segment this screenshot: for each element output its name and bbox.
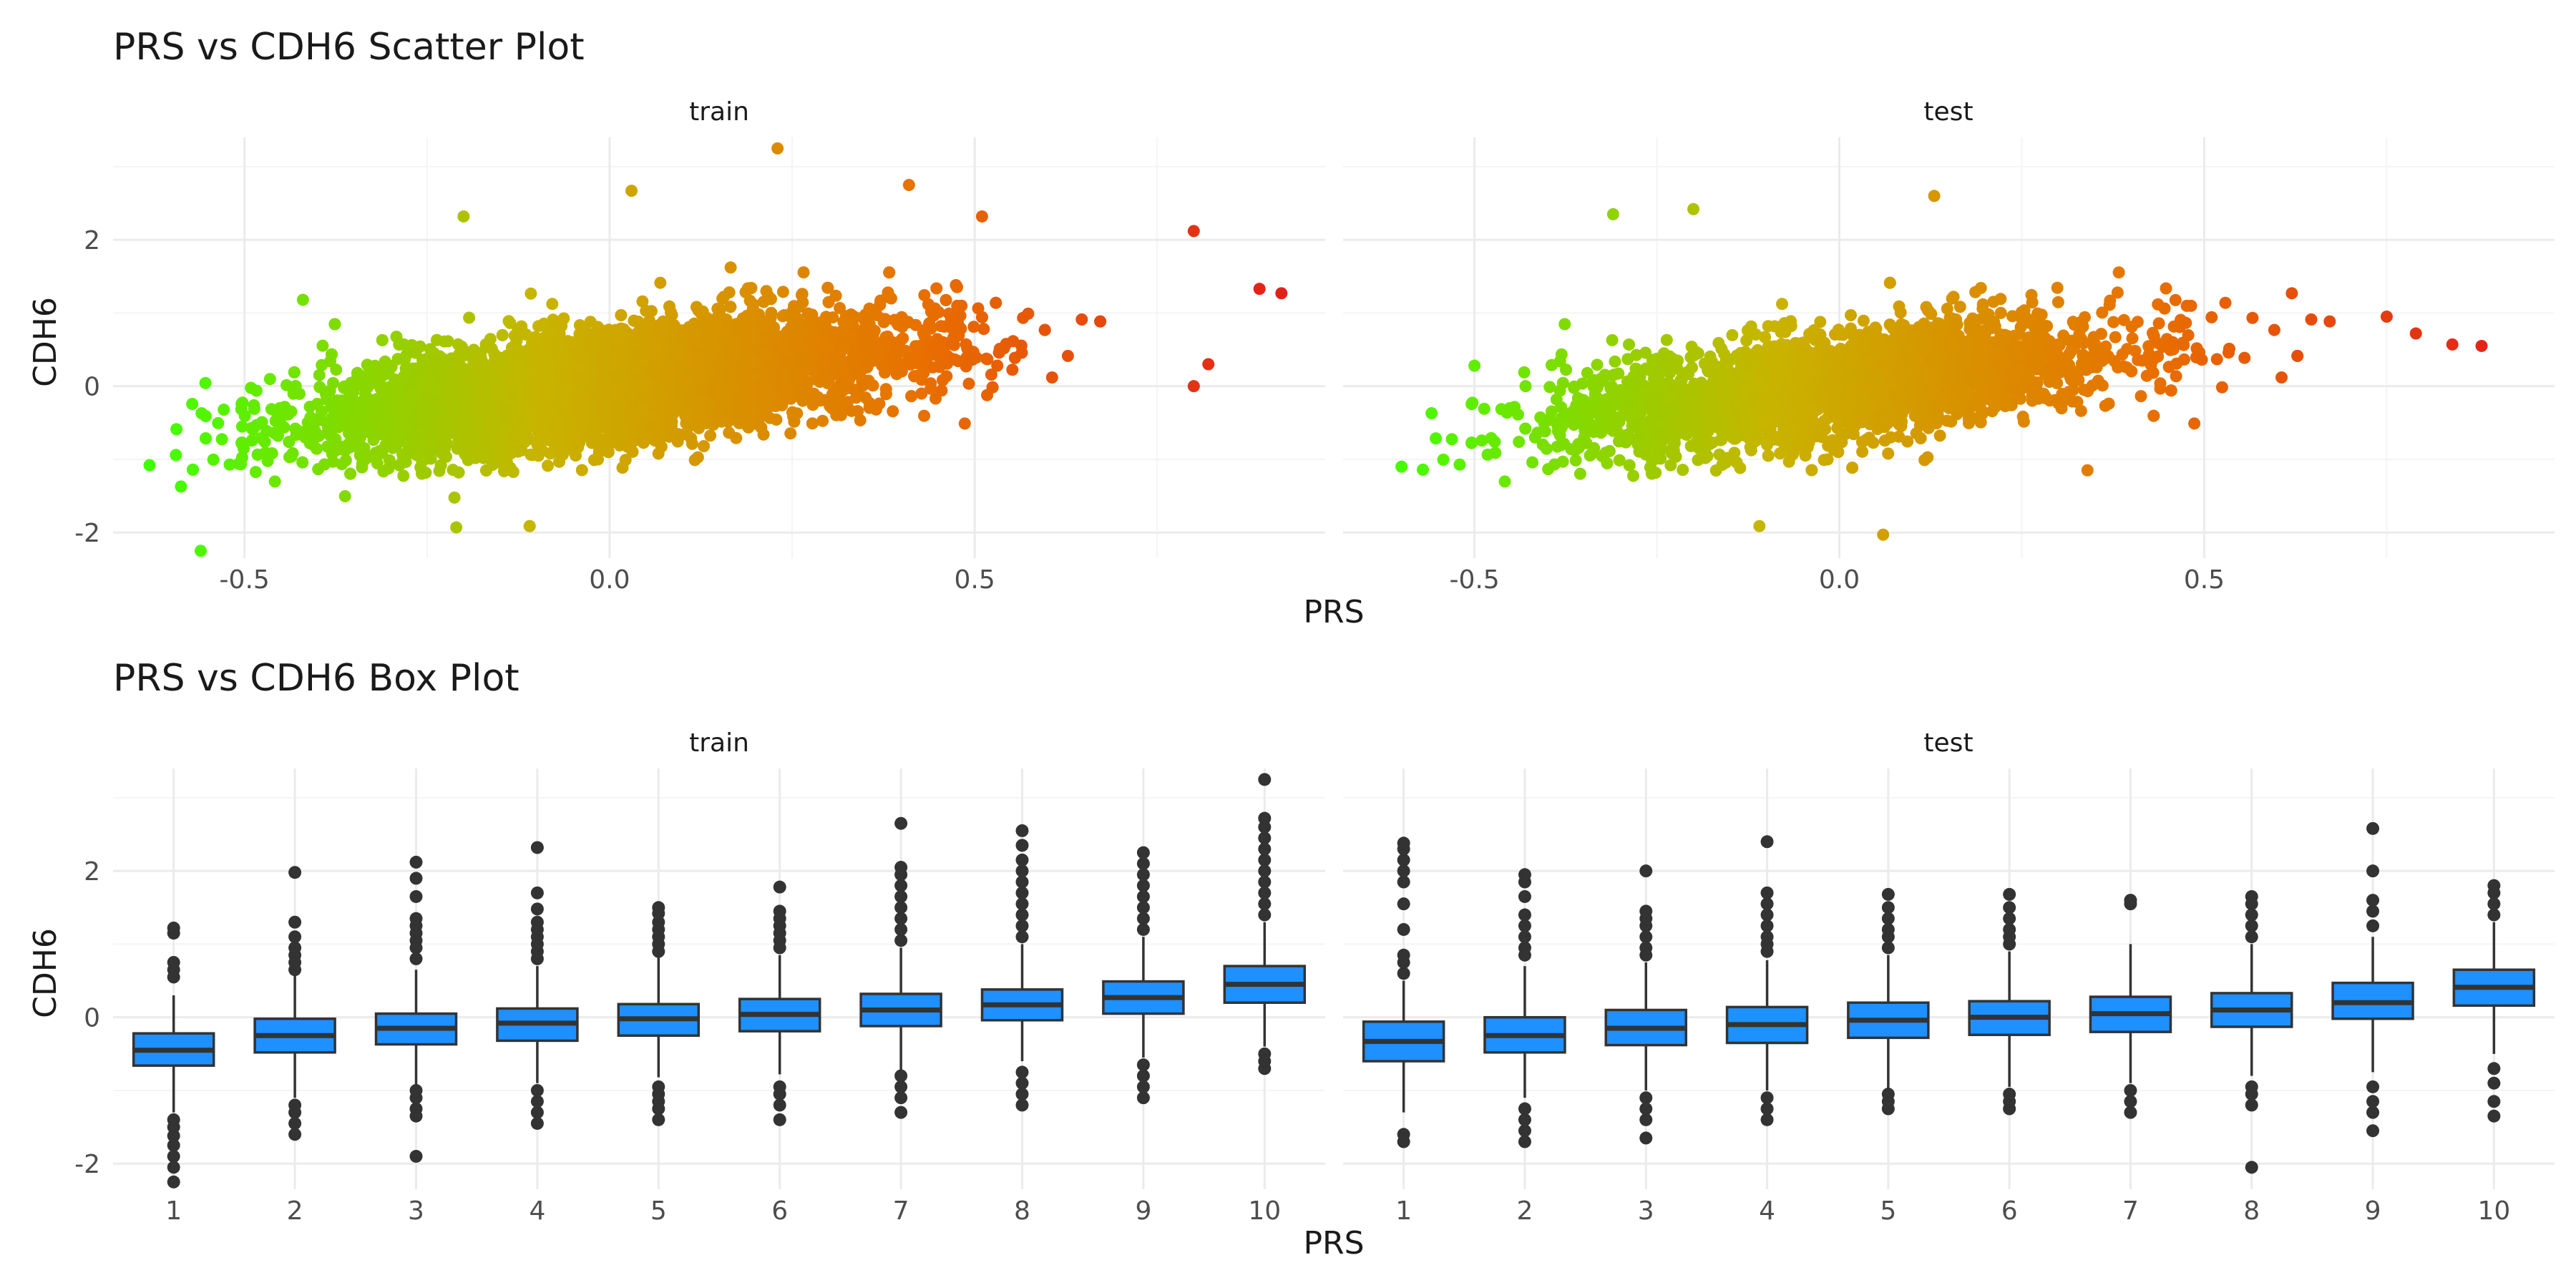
scatter-point	[321, 440, 333, 453]
scatter-point	[723, 426, 736, 439]
scatter-point	[724, 261, 737, 274]
scatter-point	[186, 398, 199, 410]
scatter-point	[532, 449, 545, 462]
scatter-point	[542, 459, 554, 472]
scatter-point	[207, 453, 220, 466]
scatter-point	[280, 379, 293, 391]
scatter-point	[930, 282, 943, 295]
scatter-point	[776, 310, 789, 323]
scatter-point	[1017, 311, 1030, 324]
scatter-point	[316, 339, 329, 352]
scatter-point	[704, 429, 717, 442]
scatter-point	[249, 466, 262, 479]
scatter-point	[393, 459, 406, 472]
scatter-point	[636, 295, 649, 308]
scatter-point	[863, 318, 876, 331]
scatter-point	[448, 491, 461, 504]
scatter-point	[268, 475, 281, 488]
scatter-point	[985, 369, 997, 381]
scatter-point	[981, 353, 994, 366]
scatter-point	[255, 416, 268, 429]
scatter-point	[935, 384, 948, 397]
scatter-point	[991, 359, 1004, 372]
scatter-point	[379, 355, 391, 368]
scatter-point	[826, 311, 839, 324]
scatter-point	[1007, 335, 1020, 348]
scatter-point	[776, 286, 789, 298]
scatter-point	[170, 449, 182, 462]
scatter-point	[917, 326, 930, 339]
scatter-point	[688, 454, 701, 467]
scatter-point	[416, 467, 428, 480]
scatter-point	[546, 298, 559, 311]
scatter-point	[1045, 371, 1058, 384]
scatter-point	[879, 383, 892, 396]
scatter-panel-label-test: test	[1923, 97, 1973, 127]
scatter-point	[504, 316, 517, 329]
scatter-point	[263, 373, 276, 386]
scatter-point	[950, 279, 962, 291]
scatter-point	[218, 404, 230, 416]
scatter-point	[447, 464, 459, 477]
scatter-point	[616, 462, 629, 474]
scatter-point	[338, 490, 351, 502]
scatter-point	[897, 332, 909, 345]
scatter-title: PRS vs CDH6 Scatter Plot	[113, 26, 585, 69]
scatter-point	[918, 289, 931, 301]
scatter-point	[755, 421, 768, 434]
scatter-point	[718, 291, 731, 303]
scatter-point	[770, 413, 783, 426]
scatter-point	[463, 311, 476, 324]
scatter-point	[854, 414, 867, 426]
scatter-point	[654, 276, 667, 289]
scatter-point	[397, 469, 410, 482]
scatter-train-points	[143, 142, 1288, 557]
scatter-point	[250, 384, 263, 397]
scatter-point	[235, 451, 248, 464]
scatter-point	[845, 404, 858, 417]
scatter-point	[784, 427, 797, 440]
scatter-point	[962, 377, 975, 390]
scatter-point	[283, 451, 296, 464]
scatter-point	[806, 417, 819, 430]
scatter-point	[640, 304, 653, 317]
scatter-point	[918, 409, 930, 422]
scatter-point	[797, 266, 810, 279]
scatter-point	[199, 376, 212, 389]
scatter-panel-label-train: train	[689, 97, 749, 127]
scatter-point	[265, 403, 278, 416]
scatter-point	[575, 464, 588, 477]
scatter-point	[498, 447, 511, 459]
scatter-point	[223, 458, 236, 471]
scatter-point	[170, 423, 183, 436]
scatter-point	[510, 334, 523, 347]
scatter-point	[652, 447, 665, 460]
scatter-point	[245, 421, 258, 434]
scatter-point	[1006, 364, 1019, 376]
scatter-point	[212, 416, 225, 429]
scatter-point	[215, 433, 228, 446]
scatter-point	[383, 454, 396, 467]
scatter-point	[977, 323, 990, 336]
scatter-point	[289, 422, 302, 435]
scatter-point	[816, 414, 829, 427]
scatter-point	[1061, 349, 1074, 362]
scatter-point	[915, 387, 928, 400]
scatter-point	[313, 369, 326, 381]
scatter-point	[698, 440, 711, 452]
scatter-point	[967, 321, 980, 333]
scatter-point	[235, 420, 248, 433]
scatter-point	[525, 287, 537, 300]
scatter-point	[602, 323, 615, 336]
scatter-point	[175, 480, 187, 493]
scatter-point	[887, 405, 899, 418]
scatter-point	[940, 370, 953, 383]
scatter-point	[195, 407, 208, 419]
